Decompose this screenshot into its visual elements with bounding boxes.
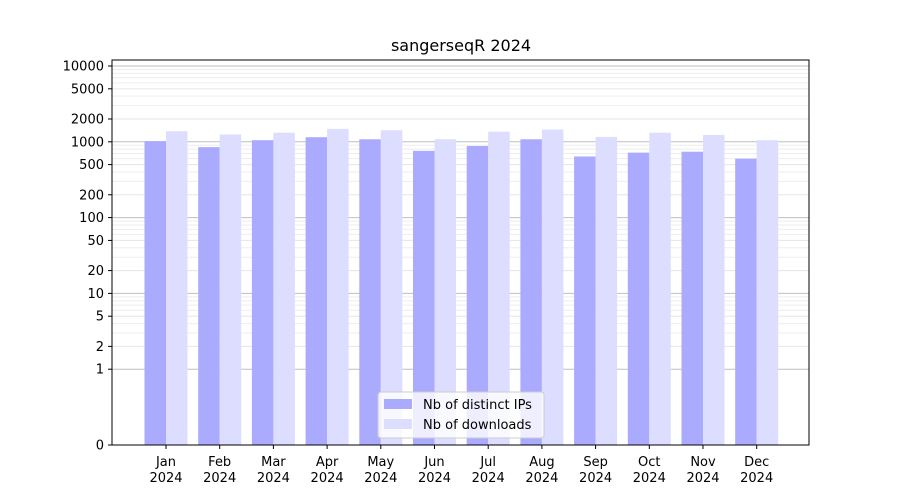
bar-downloads: [434, 139, 456, 446]
legend: Nb of distinct IPs Nb of downloads: [377, 391, 545, 439]
legend-label: Nb of downloads: [423, 418, 532, 433]
bar-downloads: [166, 131, 188, 446]
x-tick-label: Jun 2024: [418, 455, 451, 486]
y-tick-label: 0: [96, 439, 104, 454]
bar-downloads: [649, 132, 671, 446]
y-tick-label: 200: [79, 188, 104, 203]
legend-swatch: [384, 419, 412, 429]
bar-distinct-ips: [466, 146, 489, 446]
y-tick-label: 10000: [63, 60, 104, 75]
bar-distinct-ips: [251, 140, 274, 446]
y-tick-label: 2: [96, 340, 104, 355]
y-tick-label: 2000: [71, 112, 104, 127]
legend-swatch: [384, 399, 412, 409]
y-tick-label: 10: [87, 287, 104, 302]
x-tick-label: Aug 2024: [525, 455, 558, 486]
x-tick-label: Apr 2024: [311, 455, 344, 486]
x-tick-label: Jan 2024: [149, 455, 182, 486]
bar-downloads: [756, 140, 779, 446]
bar-distinct-ips: [574, 156, 596, 445]
bar-distinct-ips: [413, 150, 435, 445]
x-tick-label: May 2024: [364, 455, 397, 486]
y-tick-label: 1000: [71, 135, 104, 150]
plot-frame: [111, 59, 810, 446]
bar-distinct-ips: [681, 151, 703, 445]
y-tick-label: 20: [87, 264, 104, 279]
y-tick-label: 50: [87, 234, 104, 249]
x-tick-label: Sep 2024: [579, 455, 612, 486]
bar-distinct-ips: [144, 141, 166, 445]
y-tick-label: 500: [79, 158, 104, 173]
x-tick-label: Dec 2024: [740, 455, 773, 486]
legend-box: [377, 391, 545, 439]
bar-distinct-ips: [627, 152, 650, 445]
bar-downloads: [595, 136, 618, 445]
x-tick-label: Oct 2024: [633, 455, 666, 486]
legend-label: Nb of distinct IPs: [423, 398, 532, 413]
bar-distinct-ips: [520, 139, 542, 446]
bar-distinct-ips: [198, 147, 220, 445]
bar-downloads: [380, 130, 403, 446]
bar-downloads: [488, 131, 510, 445]
bar-downloads: [273, 132, 295, 446]
y-tick-label: 5: [96, 310, 104, 325]
y-axis: 0 1 2 5 10 20 50 100 200 500 1000 2000 5000 10000: [63, 60, 112, 454]
x-tick-label: Jul 2024: [472, 455, 505, 486]
bar-downloads: [219, 134, 242, 445]
chart-title: sangerseqR 2024: [391, 36, 531, 55]
bar-distinct-ips: [359, 139, 381, 446]
bar-distinct-ips: [735, 158, 757, 445]
bars: [144, 128, 779, 446]
y-tick-label: 1: [96, 363, 104, 378]
x-tick-label: Mar 2024: [257, 455, 290, 486]
y-tick-label: 100: [79, 211, 104, 226]
bar-downloads: [541, 129, 564, 446]
x-axis: Jan 2024 Feb 2024 Mar 2024 Apr 2024 May 2024 Jun 20…: [149, 445, 773, 486]
bar-downloads: [327, 128, 349, 445]
y-tick-label: 5000: [71, 82, 104, 97]
bar-downloads: [703, 134, 725, 445]
bar-distinct-ips: [305, 137, 328, 445]
x-tick-label: Feb 2024: [203, 455, 236, 486]
x-tick-label: Nov 2024: [686, 455, 719, 486]
